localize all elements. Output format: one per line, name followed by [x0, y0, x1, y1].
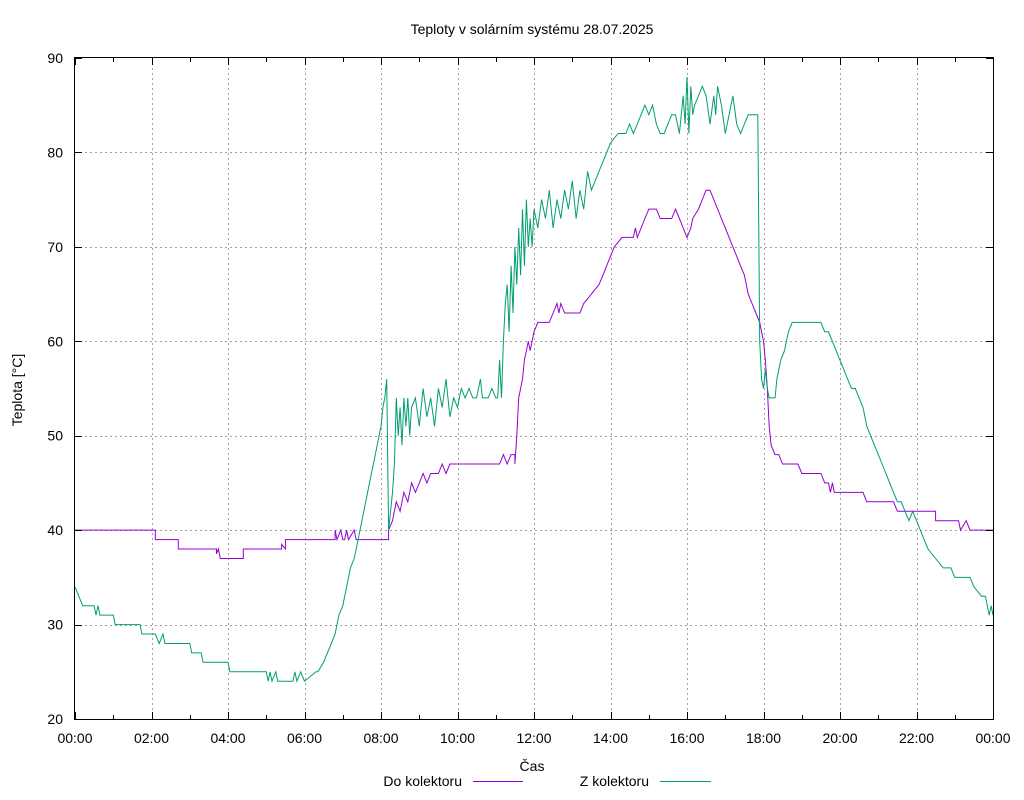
y-tick-label: 60	[47, 333, 63, 349]
legend-label: Z kolektoru	[580, 773, 649, 789]
grid-lines	[75, 58, 993, 719]
axes: 00:00 02:00 04:00 06:00 08:00 10:00 12:00 14:00…	[47, 50, 1010, 746]
series-layer	[74, 76, 994, 683]
series-line-z-kolektoru	[74, 76, 994, 683]
y-tick-label: 40	[47, 522, 63, 538]
y-tick-label: 90	[47, 50, 63, 66]
x-axis-label: Čas	[520, 758, 545, 774]
x-tick-label: 06:00	[287, 730, 322, 746]
x-tick-label: 00:00	[57, 730, 92, 746]
x-tick-label: 18:00	[746, 730, 781, 746]
y-tick-label: 20	[47, 711, 63, 727]
chart-title: Teploty v solárním systému 28.07.2025	[411, 21, 654, 37]
y-tick-label: 30	[47, 617, 63, 633]
x-tick-label: 02:00	[134, 730, 169, 746]
x-tick-label: 20:00	[822, 730, 857, 746]
y-tick-label: 70	[47, 239, 63, 255]
x-tick-label: 12:00	[516, 730, 551, 746]
y-axis-label: Teplota [°C]	[9, 354, 25, 427]
y-tick-label: 80	[47, 144, 63, 160]
series-line-do-kolektoru	[75, 189, 993, 559]
x-tick-label: 14:00	[593, 730, 628, 746]
legend: Do kolektoru Z kolektoru	[383, 773, 711, 789]
plot-frame	[74, 57, 994, 720]
x-tick-label: 04:00	[210, 730, 245, 746]
x-tick-label: 08:00	[363, 730, 398, 746]
x-tick-label: 00:00	[975, 730, 1010, 746]
y-tick-label: 50	[47, 428, 63, 444]
x-tick-label: 22:00	[899, 730, 934, 746]
x-tick-label: 16:00	[669, 730, 704, 746]
x-tick-label: 10:00	[440, 730, 475, 746]
legend-label: Do kolektoru	[383, 773, 462, 789]
